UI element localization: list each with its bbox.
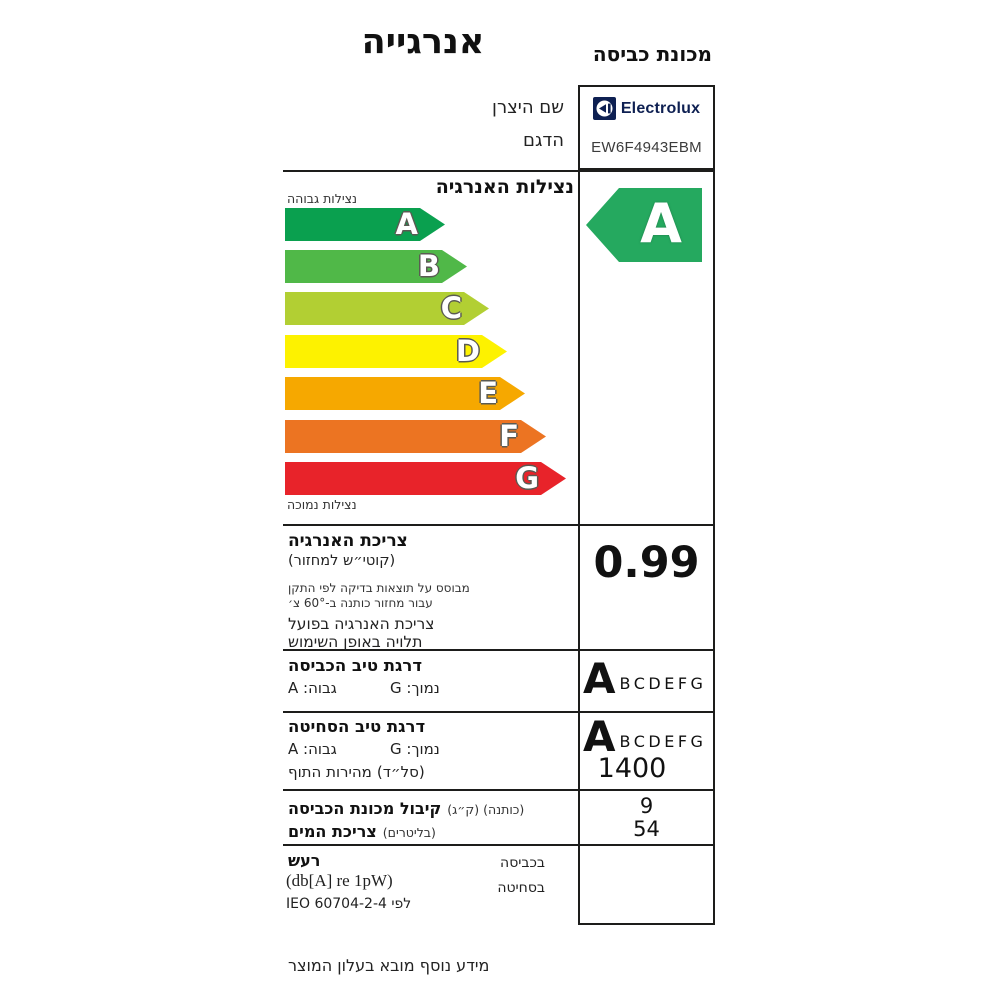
column-divider (578, 85, 580, 925)
divider (283, 524, 715, 526)
drum-speed-unit: (סל״ד) (376, 763, 425, 781)
washing-grade-value: A (583, 654, 616, 703)
washing-grade-high: גבוה: A (288, 679, 337, 697)
page-title: אנרגייה (361, 22, 485, 62)
divider (283, 711, 715, 713)
capacity-value: 9 (639, 794, 654, 818)
consumption-note-4: תלויה באופן השימוש (288, 633, 423, 651)
spin-grade-value: A (583, 712, 616, 761)
capacity-label: קיבול מכונת הכביסה (288, 799, 442, 818)
water-line: צריכת המים (בליטרים) (288, 822, 436, 841)
rating-arrow (586, 188, 702, 262)
noise-title: רעש (288, 851, 321, 870)
footer-note: מידע נוסף מובא בעלון המוצר (288, 956, 490, 975)
spin-grade-scale: A BCDEFG (583, 712, 707, 761)
scale-letter: G (515, 460, 539, 495)
scale-letter: E (478, 375, 498, 410)
washing-grade-low: נמוך: G (390, 679, 440, 697)
noise-standard: לפי IEO 60704-2-4 (286, 896, 412, 912)
scale-letter: A (395, 206, 418, 241)
noise-unit: (db[A] re 1pW) (286, 871, 393, 890)
scale-arrow-d: D (285, 335, 507, 368)
spin-grade-rest: BCDEFG (619, 731, 707, 751)
efficiency-header: נצילות האנרגיה (435, 176, 574, 198)
spin-grade-low: נמוך: G (390, 740, 440, 758)
spin-rpm-value: 1400 (597, 753, 667, 784)
divider (283, 649, 715, 651)
divider (578, 923, 715, 925)
capacity-paren: (כותנה) (ק״ג) (447, 802, 525, 817)
appliance-type-label: מכונת כביסה (592, 42, 712, 66)
scale-arrow-g: G (285, 462, 566, 495)
drum-speed-line: מהירות התוף (סל״ד) (288, 763, 425, 781)
scale-arrow-e: E (285, 377, 525, 410)
model-number: EW6F4943EBM (591, 139, 702, 156)
scale-letter: D (455, 333, 480, 368)
scale-letter: C (440, 290, 462, 325)
scale-arrow-c: C (285, 292, 489, 325)
noise-washing-label: בכביסה (500, 855, 545, 871)
drum-speed-label: מהירות התוף (288, 763, 372, 781)
model-label: הדגם (523, 130, 564, 151)
capacity-line: קיבול מכונת הכביסה (כותנה) (ק״ג) (288, 799, 524, 818)
brand-logo: Electrolux (582, 97, 711, 120)
consumption-note-1: מבוסס על תוצאות בדיקה לפי התקן (288, 581, 470, 595)
divider (283, 844, 715, 846)
low-efficiency-label: נצילות נמוכה (287, 497, 357, 512)
manufacturer-label: שם היצרן (492, 97, 564, 118)
high-efficiency-label: נצילות גבוהה (287, 191, 358, 206)
washing-grade-rest: BCDEFG (619, 673, 707, 693)
scale-arrow-f: F (285, 420, 546, 453)
washing-grade-scale: A BCDEFG (583, 654, 707, 703)
consumption-note-3: צריכת האנרגיה בפועל (288, 615, 435, 633)
right-border (713, 85, 715, 925)
water-label: צריכת המים (288, 822, 377, 841)
scale-letter: F (499, 418, 519, 453)
consumption-unit: (קוטי״ש למחזור) (288, 553, 396, 569)
consumption-value: 0.99 (593, 538, 700, 588)
divider (283, 170, 715, 172)
scale-letter: B (417, 248, 440, 283)
rating-letter: A (640, 192, 682, 255)
scale-arrow-a: A (285, 208, 445, 241)
noise-spinning-label: בסחיטה (497, 880, 545, 896)
consumption-title: צריכת האנרגיה (288, 531, 408, 551)
divider (283, 789, 715, 791)
scale-arrow-b: B (285, 250, 467, 283)
brand-name: Electrolux (620, 99, 701, 117)
rating-arrow-shape (586, 188, 702, 262)
consumption-note-2: עבור מחזור כותנה ב-60° צ׳ (288, 596, 433, 610)
spin-grade-title: דרגת טיב הסחיטה (288, 717, 426, 736)
spin-grade-high: גבוה: A (288, 740, 337, 758)
water-paren: (בליטרים) (382, 825, 436, 840)
electrolux-icon (592, 97, 616, 120)
washing-grade-title: דרגת טיב הכביסה (288, 656, 423, 675)
water-value: 54 (633, 817, 660, 841)
